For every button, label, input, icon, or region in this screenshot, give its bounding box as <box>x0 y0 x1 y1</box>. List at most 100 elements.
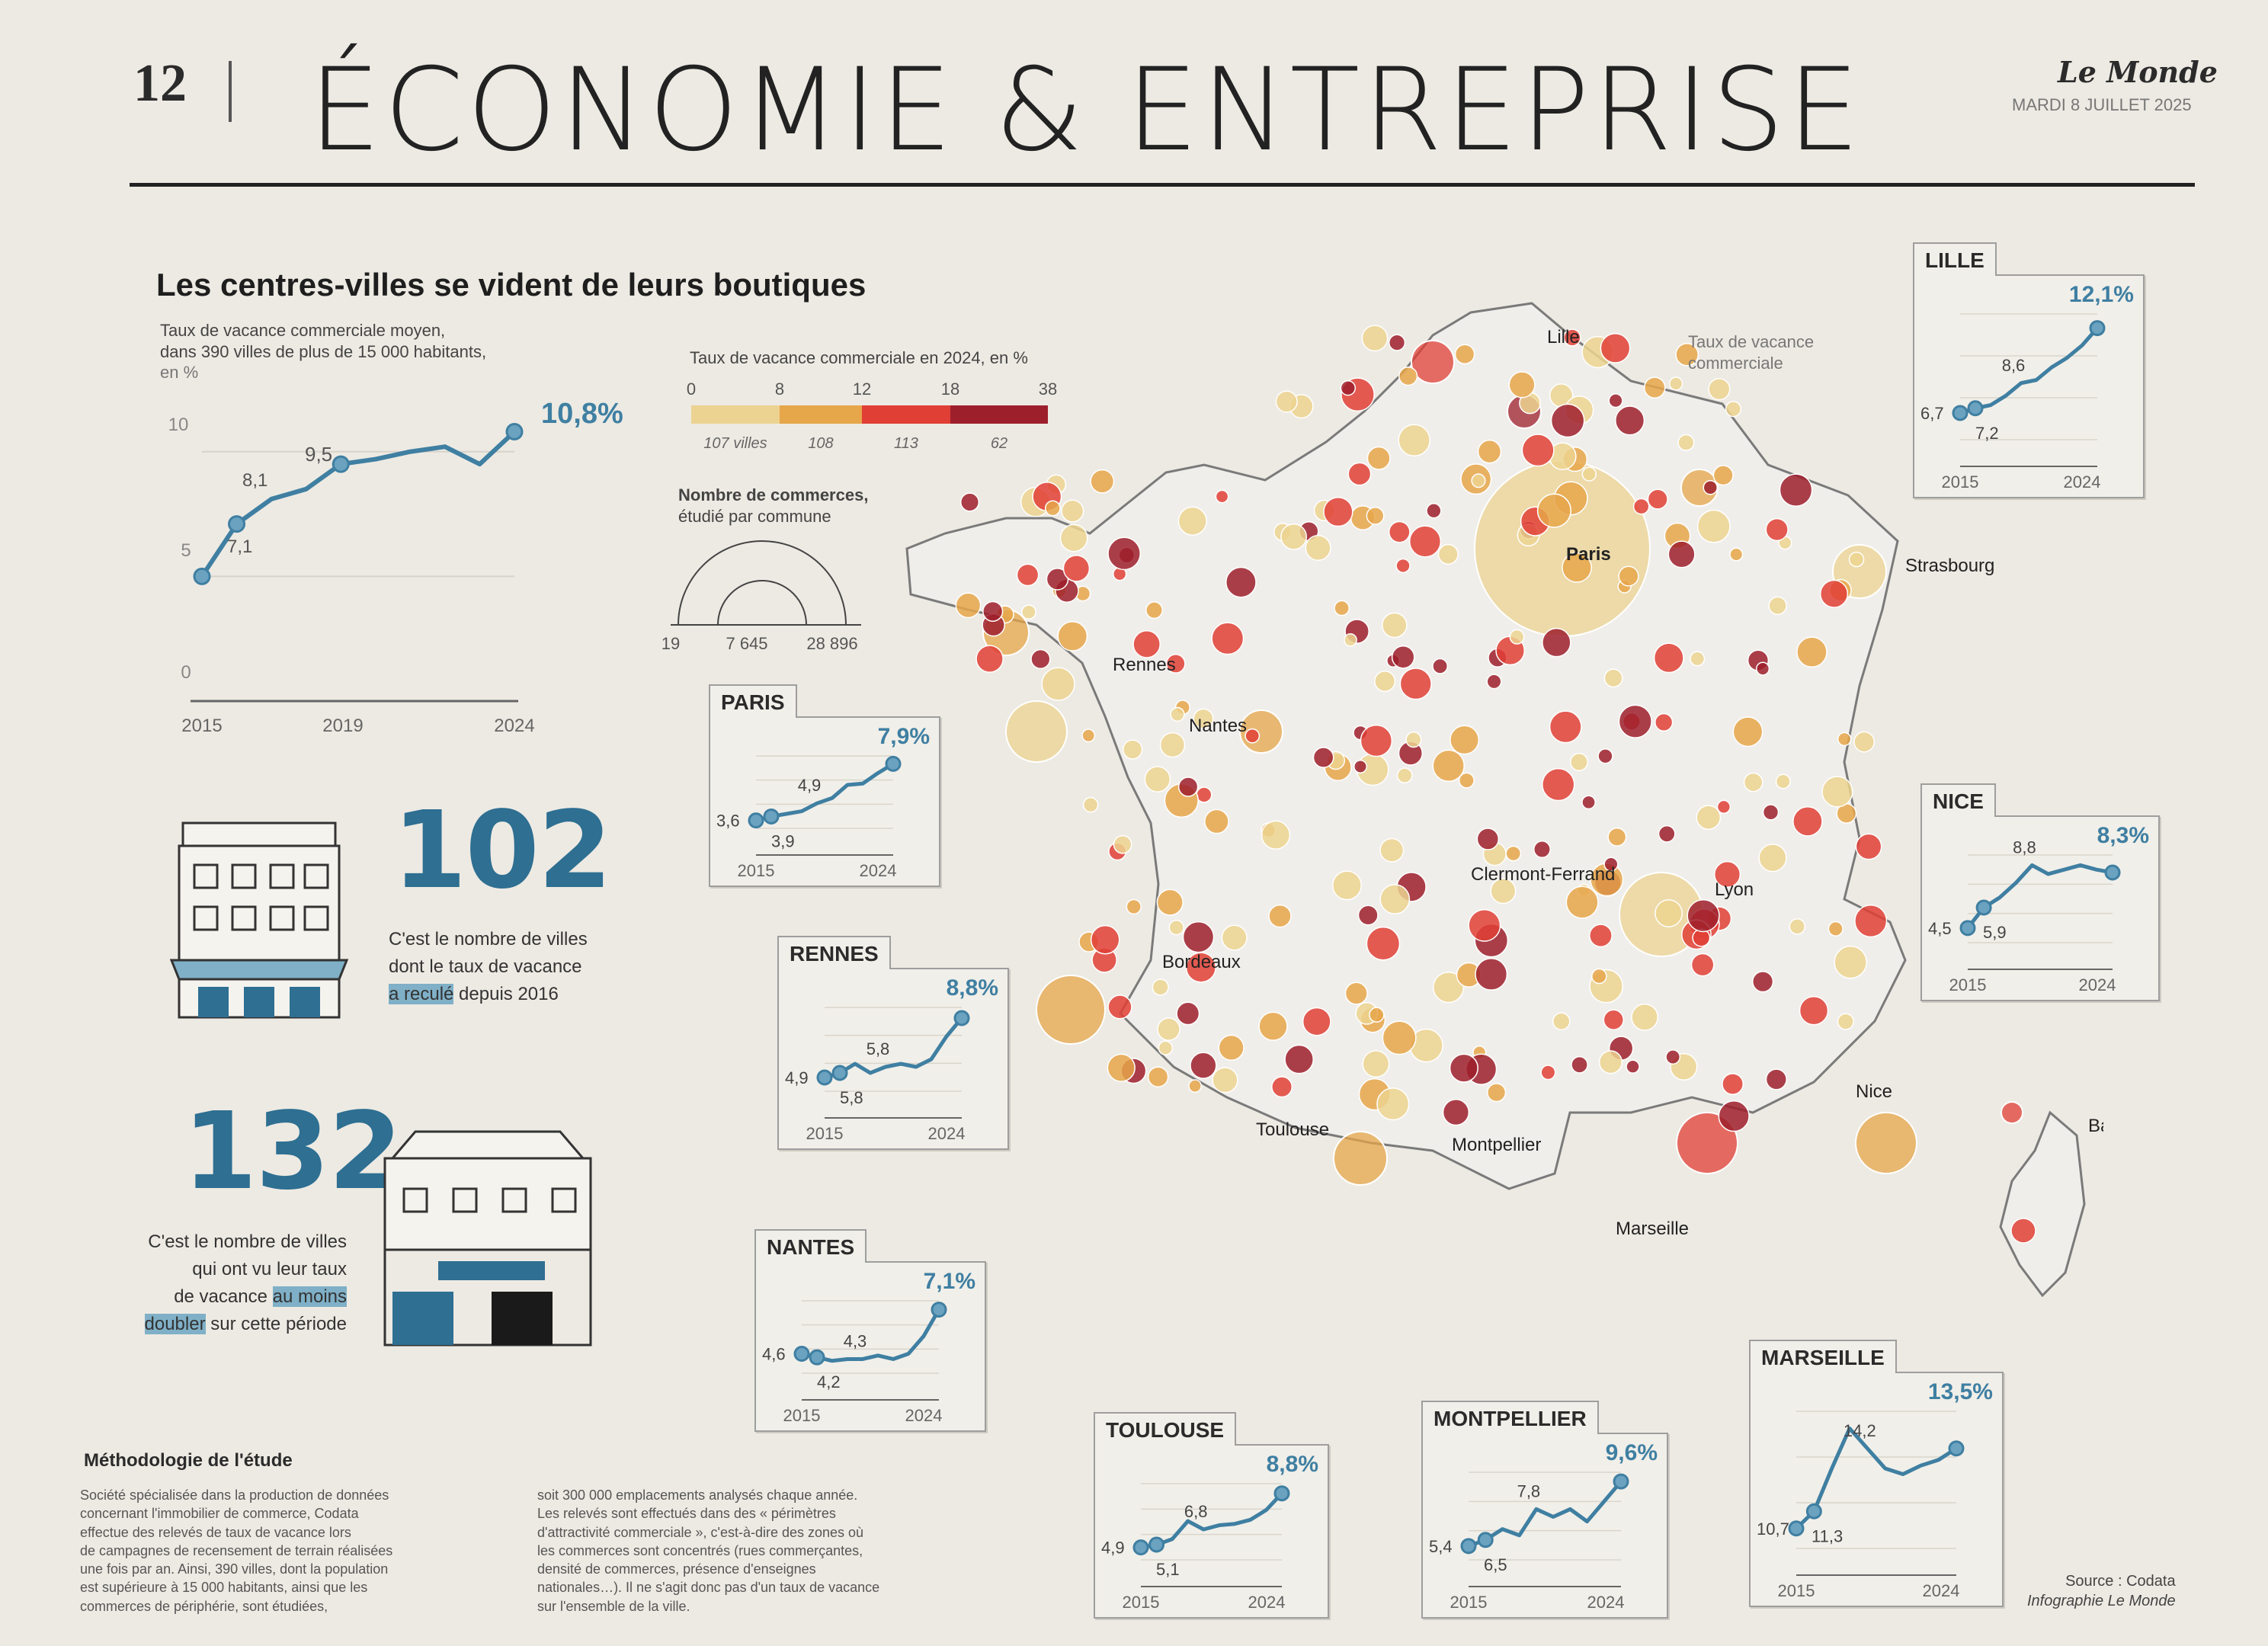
credit-line: Infographie Le Monde <box>2027 1593 2176 1609</box>
city-label: Lille <box>1547 327 1580 347</box>
city-bubble <box>2001 1101 2023 1124</box>
x-tick-label: 2024 <box>1587 1593 1625 1612</box>
data-label: 4,9 <box>1101 1539 1125 1558</box>
city-bubble <box>1044 500 1061 517</box>
data-point <box>1273 1485 1290 1502</box>
city-bubble <box>1708 378 1731 401</box>
city-bubble <box>1690 651 1706 667</box>
city-bubble <box>1819 579 1849 608</box>
city-bubble <box>1036 975 1106 1045</box>
city-bubble <box>1775 773 1791 789</box>
data-point <box>2104 864 2121 881</box>
city-bubble <box>1082 796 1099 813</box>
city-bubble <box>1331 870 1362 901</box>
city-bubble <box>1725 401 1742 418</box>
city-bubble <box>1376 1087 1410 1121</box>
stat-line: doubler sur cette période <box>114 1311 347 1338</box>
city-bubble <box>1041 667 1075 701</box>
data-label: 4,3 <box>844 1331 867 1350</box>
end-value-label: 8,3% <box>2097 823 2149 848</box>
city-label: Bastia <box>2088 1116 2103 1136</box>
city-card-title: NANTES <box>754 1229 867 1263</box>
city-bubble <box>1855 833 1882 860</box>
data-point <box>809 1349 825 1366</box>
city-bubble <box>1382 612 1408 639</box>
city-bubble <box>1398 366 1418 386</box>
header-separator <box>229 61 232 122</box>
city-card-title: LILLE <box>1913 242 1997 276</box>
x-tick-label: 2015 <box>806 1124 844 1143</box>
methodology-line: une fois par an. Ainsi, 390 villes, dont… <box>80 1561 389 1577</box>
series-line <box>1966 863 2113 930</box>
city-card-title: MARSEILLE <box>1749 1340 1897 1373</box>
size-legend-medium <box>717 580 807 626</box>
city-bubble <box>1366 506 1385 525</box>
city-bubble <box>1261 820 1291 850</box>
city-bubble <box>1476 828 1500 850</box>
methodology-line: sur l'ensemble de la ville. <box>537 1598 690 1614</box>
data-point <box>1477 1532 1494 1548</box>
end-value-label: 7,9% <box>878 724 930 749</box>
city-label: Montpellier <box>1452 1135 1541 1155</box>
city-bubble <box>1061 499 1084 523</box>
city-bubble <box>1533 841 1551 858</box>
city-bubble <box>1542 627 1571 658</box>
city-bubble <box>1779 473 1813 508</box>
city-bubble <box>1062 555 1091 582</box>
city-bubble <box>1268 904 1292 928</box>
data-label: 5,4 <box>1429 1537 1453 1556</box>
data-point <box>1975 899 1992 916</box>
size-tick: 7 645 <box>726 634 767 653</box>
data-label: 8,1 <box>242 470 267 491</box>
city-label: Marseille <box>1616 1218 1689 1239</box>
city-bubble <box>1755 661 1770 676</box>
city-bubble <box>1837 1013 1854 1030</box>
national-series-points <box>193 423 524 585</box>
city-bubble <box>1411 340 1455 384</box>
city-bubble <box>1475 958 1508 991</box>
city-bubble <box>1536 493 1571 528</box>
stat-line: dont le taux de vacance <box>389 956 582 977</box>
city-bubble <box>1347 462 1372 486</box>
city-card-rennes: RENNES 2015 2024 8,8% 4,9 5,8 5,8 <box>777 936 1009 1150</box>
city-bubble <box>1743 772 1763 793</box>
city-bubble <box>1647 488 1668 510</box>
city-bubble <box>1379 837 1405 863</box>
city-bubble <box>1361 325 1389 352</box>
x-tick-label: 2015 <box>1949 975 1987 994</box>
city-bubble <box>1792 806 1823 837</box>
stat-line: C'est le nombre de villes <box>389 929 588 949</box>
data-point <box>1805 1503 1822 1520</box>
city-line-chart: 2015 2024 9,6% 5,4 6,5 7,8 <box>1429 1440 1658 1612</box>
city-bubble <box>1366 926 1401 961</box>
city-bubble <box>1176 1001 1200 1026</box>
city-bubble <box>1571 1055 1588 1074</box>
city-bubble <box>1563 328 1581 347</box>
x-tick-label: 2024 <box>905 1406 943 1425</box>
city-bubble <box>1449 1053 1478 1083</box>
size-legend-caption: Nombre de commerces, étudié par commune <box>678 485 868 527</box>
data-point <box>1460 1538 1477 1555</box>
methodology-line: est supérieure à 15 000 habitants, ainsi… <box>80 1580 368 1596</box>
data-point <box>816 1069 833 1086</box>
data-point <box>1613 1473 1629 1490</box>
city-bubble <box>1600 333 1631 363</box>
caption-line: étudié par commune <box>678 506 831 526</box>
city-line-chart: 2015 2024 7,9% 3,6 3,9 4,9 <box>716 724 930 880</box>
section-title: ÉCONOMIE & ENTREPRISE <box>309 44 1863 177</box>
france-map: Lille Paris Strasbourg Rennes Nantes Clermont… <box>905 302 2103 1298</box>
city-bubble <box>1732 716 1763 748</box>
city-bubble <box>1275 390 1298 413</box>
legend-swatch-0 <box>691 405 780 424</box>
city-line-chart: 2015 2024 8,8% 4,9 5,8 5,8 <box>785 975 998 1143</box>
city-card-nantes: NANTES 2015 2024 7,1% 4,6 4,2 4,3 <box>754 1229 986 1432</box>
city-bubble <box>1853 731 1875 753</box>
city-bubble <box>1016 563 1040 587</box>
legend-threshold: 8 <box>775 379 784 399</box>
city-bubble <box>1608 393 1623 408</box>
data-point <box>793 1346 810 1363</box>
city-card-title: TOULOUSE <box>1094 1412 1237 1446</box>
city-card-nice: NICE 2015 2024 8,3% 4,5 5,9 8,8 <box>1920 783 2160 1001</box>
data-point <box>193 567 211 585</box>
data-label: 14,2 <box>1844 1421 1876 1440</box>
